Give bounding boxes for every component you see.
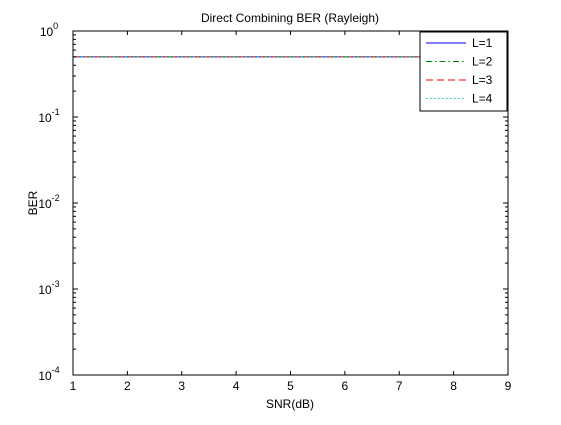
x-tick-label: 2	[124, 379, 131, 393]
tick-layer: 1 2 3 4 5 6 7 8 9 10-4 10-3 10-2 10-1 100	[38, 21, 511, 393]
x-tick-label: 6	[342, 379, 349, 393]
x-axis-label: SNR(dB)	[266, 397, 314, 411]
legend-label-1: L=1	[472, 36, 493, 50]
x-tick-label: 5	[287, 379, 294, 393]
legend-label-4: L=4	[472, 92, 493, 106]
x-tick-label: 8	[450, 379, 457, 393]
x-tick-label: 7	[396, 379, 403, 393]
x-tick-label: 9	[505, 379, 512, 393]
legend-box	[419, 31, 508, 112]
x-tick-label: 3	[178, 379, 185, 393]
x-tick-label: 1	[70, 379, 77, 393]
legend-label-3: L=3	[472, 73, 493, 87]
y-axis-label: BER	[26, 190, 40, 215]
legend: L=1 L=2 L=3 L=4	[419, 31, 508, 112]
y-tick-label: 10-3	[38, 279, 59, 297]
y-tick-label: 10-2	[38, 193, 59, 211]
chart-title: Direct Combining BER (Rayleigh)	[201, 11, 379, 25]
y-tick-label: 10-1	[38, 107, 59, 125]
legend-label-2: L=2	[472, 55, 493, 69]
y-tick-label: 100	[40, 21, 58, 39]
y-tick-label: 10-4	[38, 365, 59, 383]
x-tick-label: 4	[233, 379, 240, 393]
